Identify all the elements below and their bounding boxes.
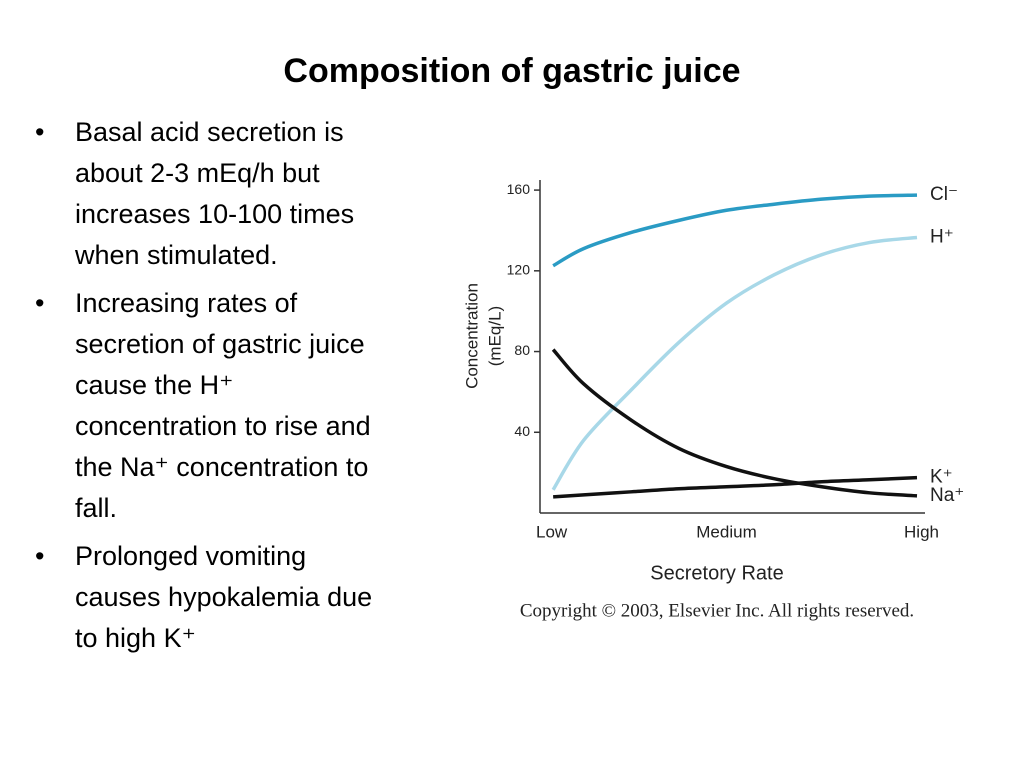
x-tick-label: Low bbox=[536, 522, 568, 541]
x-axis-title: Secretory Rate bbox=[650, 562, 783, 584]
bullet-list: Basal acid secretion is about 2-3 mEq/h … bbox=[30, 112, 390, 666]
y-tick-label: 160 bbox=[507, 181, 531, 197]
slide-title: Composition of gastric juice bbox=[283, 52, 741, 90]
series-line bbox=[551, 235, 918, 491]
legend-label: Na⁺ bbox=[930, 485, 964, 506]
y-tick-label: 80 bbox=[514, 342, 530, 358]
y-axis-title: Concentration bbox=[462, 283, 481, 389]
series-line bbox=[553, 475, 918, 499]
legend-label: K⁺ bbox=[930, 467, 953, 488]
series-line bbox=[552, 193, 918, 268]
y-tick-label: 120 bbox=[507, 262, 531, 278]
legend-label: Cl⁻ bbox=[930, 184, 958, 205]
x-tick-label: High bbox=[904, 522, 939, 541]
bullet: Basal acid secretion is about 2-3 mEq/h … bbox=[30, 112, 390, 276]
bullet: Prolonged vomiting causes hypokalemia du… bbox=[30, 536, 390, 659]
copyright: Copyright © 2003, Elsevier Inc. All righ… bbox=[520, 600, 914, 621]
series-line bbox=[551, 348, 918, 498]
y-tick-label: 40 bbox=[514, 423, 530, 439]
x-tick-label: Medium bbox=[696, 522, 756, 541]
legend-label: H⁺ bbox=[930, 227, 954, 248]
y-axis-title: (mEq/L) bbox=[485, 306, 504, 366]
bullet: Increasing rates of secretion of gastric… bbox=[30, 283, 390, 529]
